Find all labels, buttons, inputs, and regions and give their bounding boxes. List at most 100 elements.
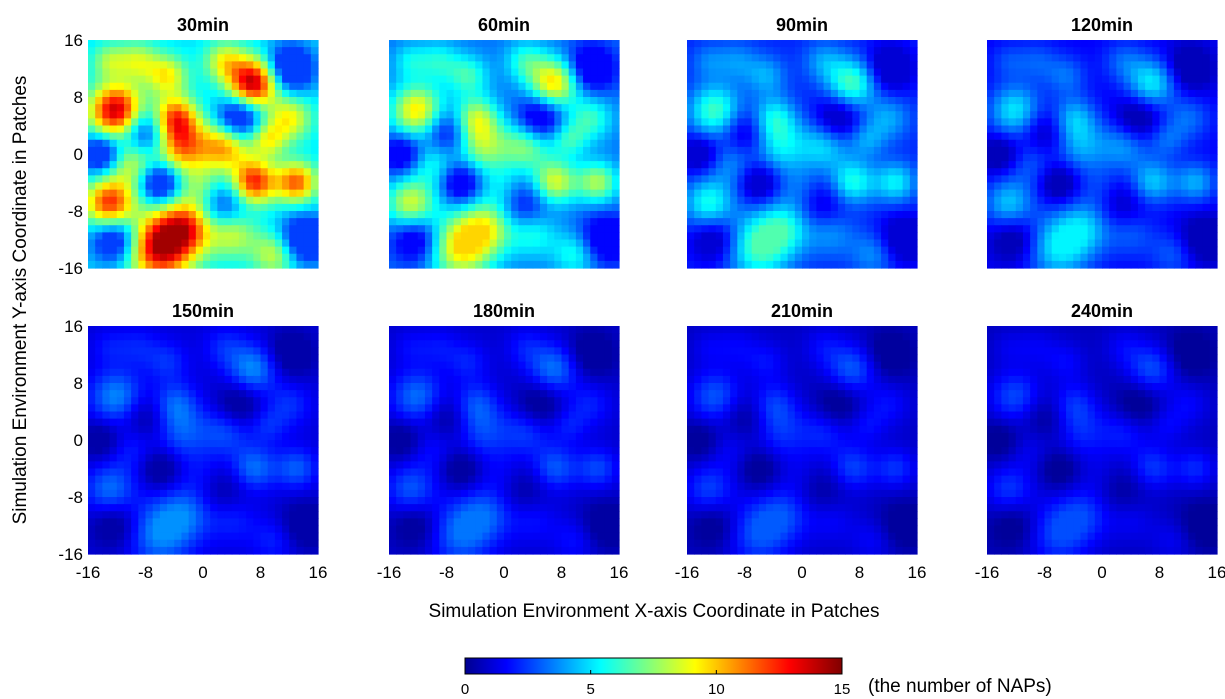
heatmap-cell [460, 239, 469, 248]
heatmap-cell [504, 196, 512, 205]
heatmap-cell [296, 418, 305, 427]
heatmap-cell [866, 161, 875, 169]
heatmap-cell [987, 68, 995, 77]
heatmap-cell [1037, 47, 1046, 55]
heatmap-cell [1066, 232, 1074, 241]
heatmap-cell [417, 40, 426, 48]
heatmap-cell [389, 40, 397, 48]
heatmap-cell [195, 511, 204, 519]
heatmap-cell [296, 132, 305, 141]
heatmap-cell [238, 132, 247, 141]
heatmap-cell [424, 154, 433, 162]
heatmap-cell [794, 225, 803, 233]
heatmap-cell [102, 411, 111, 420]
heatmap-cell [1094, 253, 1103, 262]
heatmap-cell [1073, 211, 1082, 219]
heatmap-cell [701, 61, 710, 70]
heatmap-cell [260, 411, 269, 420]
heatmap-cell [417, 47, 426, 55]
heatmap-cell [532, 203, 541, 212]
heatmap-cell [274, 468, 283, 477]
heatmap-cell [1015, 211, 1024, 219]
heatmap-cell [296, 161, 305, 169]
heatmap-cell [453, 118, 462, 127]
heatmap-cell [217, 482, 226, 491]
heatmap-cell [231, 111, 240, 119]
heatmap-cell [475, 203, 484, 212]
heatmap-cell [410, 260, 419, 269]
heatmap-cell [1080, 189, 1089, 198]
heatmap-cell [267, 161, 276, 169]
heatmap-cell [253, 461, 262, 470]
heatmap-cell [188, 232, 197, 241]
heatmap-cell [909, 218, 918, 226]
heatmap-cell [1159, 168, 1168, 176]
heatmap-cell [1044, 246, 1053, 255]
heatmap-cell [845, 75, 853, 84]
heatmap-cell [88, 383, 96, 391]
heatmap-cell [1181, 161, 1189, 169]
heatmap-cell [231, 89, 240, 98]
heatmap-cell [1051, 218, 1060, 226]
heatmap-cell [424, 61, 433, 70]
heatmap-cell [224, 425, 233, 434]
heatmap-cell [274, 232, 283, 241]
heatmap-cell [873, 211, 882, 219]
heatmap-cell [403, 54, 412, 62]
heatmap-cell [1109, 125, 1117, 134]
heatmap-cell [403, 89, 412, 98]
heatmap-cell [532, 168, 541, 176]
heatmap-cell [1181, 111, 1189, 119]
heatmap-cell [267, 104, 276, 112]
heatmap-cell [504, 139, 512, 148]
heatmap-cell [159, 182, 168, 191]
heatmap-cell [167, 196, 175, 205]
heatmap-cell [730, 246, 738, 255]
heatmap-cell [167, 161, 175, 169]
heatmap-cell [475, 82, 484, 91]
heatmap-cell [109, 489, 118, 498]
heatmap-cell [231, 418, 240, 427]
heatmap-cell [303, 489, 312, 498]
heatmap-cell [159, 411, 168, 420]
heatmap-cell [109, 182, 118, 191]
heatmap-cell [554, 253, 563, 262]
heatmap-cell [1051, 239, 1060, 248]
heatmap-cell [597, 182, 606, 191]
heatmap-cell [131, 196, 139, 205]
heatmap-cell [417, 111, 426, 119]
heatmap-cell [188, 54, 197, 62]
heatmap-cell [604, 68, 613, 77]
heatmap-cell [181, 189, 190, 198]
heatmap-cell [210, 246, 218, 255]
heatmap-cell [852, 260, 861, 269]
heatmap-cell [1044, 196, 1053, 205]
heatmap-cell [1109, 104, 1117, 112]
heatmap-cell [794, 189, 803, 198]
heatmap-cell [611, 139, 620, 148]
heatmap-cell [102, 260, 111, 269]
heatmap-cell [687, 146, 695, 155]
heatmap-cell [604, 104, 613, 112]
heatmap-cell [181, 368, 190, 377]
heatmap-cell [403, 146, 412, 155]
heatmap-cell [816, 218, 825, 226]
heatmap-cell [802, 203, 810, 212]
heatmap-cell [902, 182, 911, 191]
heatmap-cell [1094, 203, 1103, 212]
heatmap-cell [830, 246, 839, 255]
heatmap-cell [888, 203, 897, 212]
heatmap-cell [758, 75, 767, 84]
heatmap-cell [260, 375, 269, 384]
heatmap-cell [231, 132, 240, 141]
heatmap-cell [282, 146, 290, 155]
heatmap-cell [802, 104, 810, 112]
heatmap-cell [611, 168, 620, 176]
heatmap-cell [88, 161, 96, 169]
heatmap-cell [1173, 68, 1182, 77]
heatmap-cell [780, 232, 789, 241]
heatmap-cell [1159, 246, 1168, 255]
heatmap-cell [246, 175, 254, 184]
heatmap-cell [195, 211, 204, 219]
heatmap-cell [389, 154, 397, 162]
